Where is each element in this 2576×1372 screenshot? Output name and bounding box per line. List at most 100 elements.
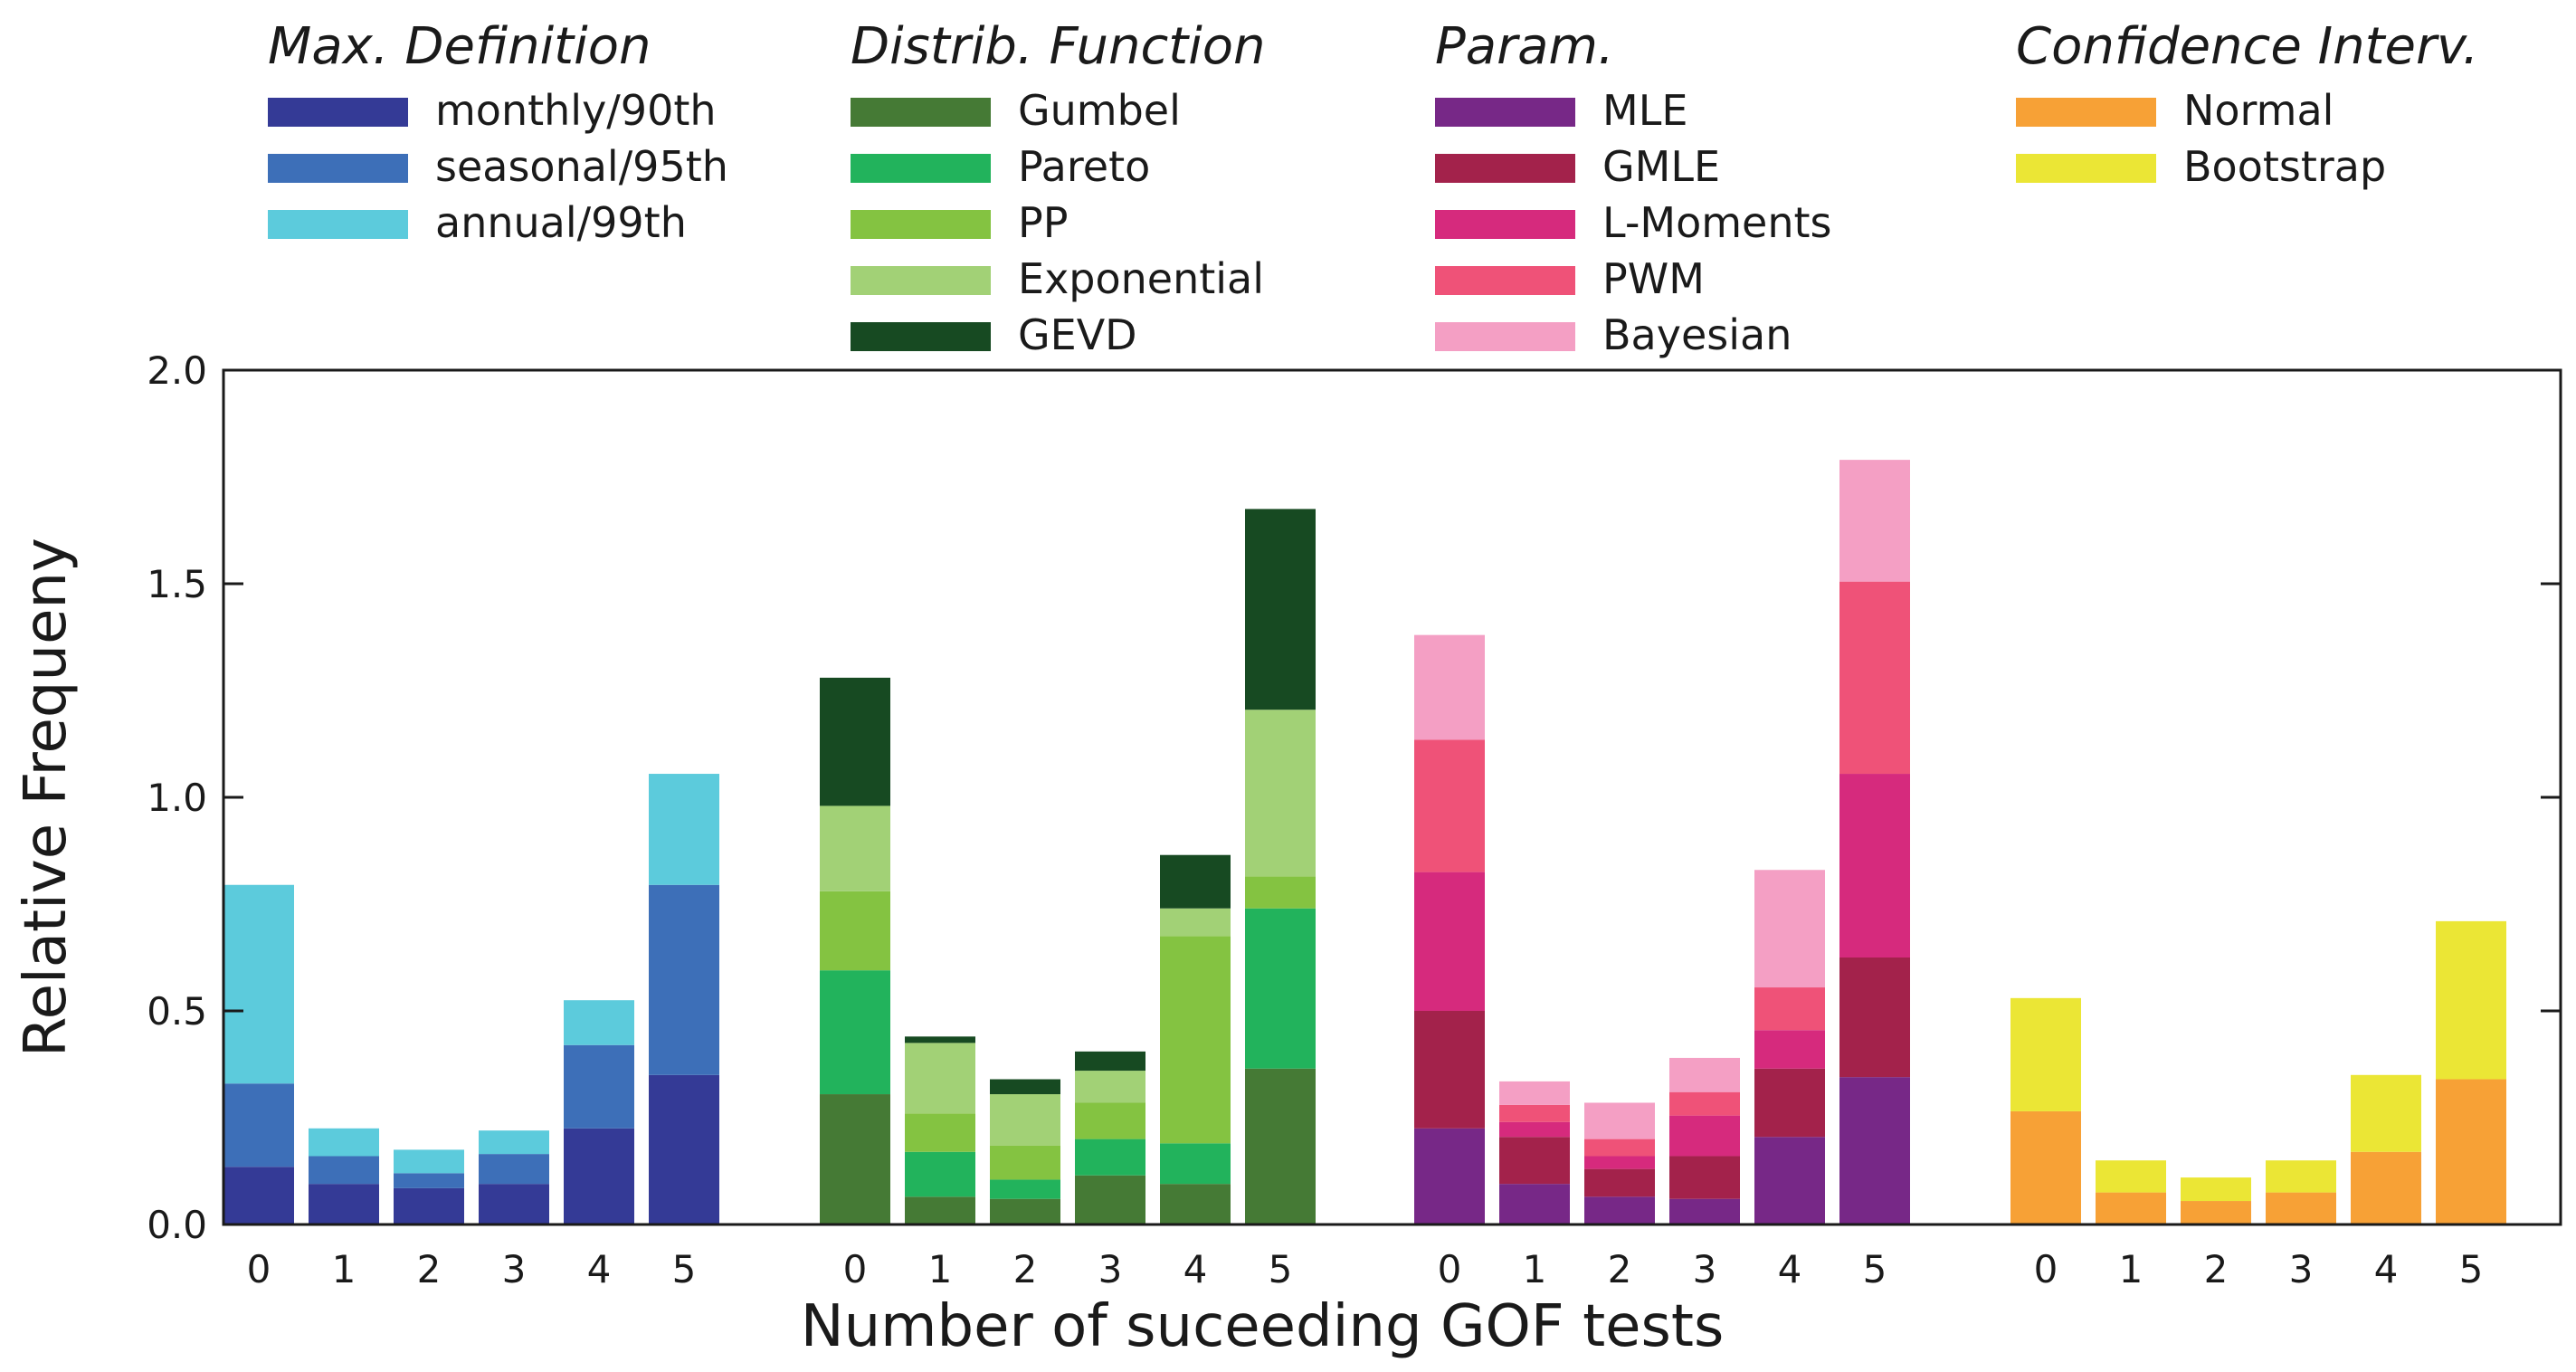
bar-segment-gevd-0: [820, 677, 890, 806]
bar-segment-monthly-90th-1: [309, 1184, 379, 1224]
bar-segment-l-moments-0: [1414, 872, 1485, 1011]
bar-group-2: [820, 509, 1316, 1224]
bar-segment-seasonal-95th-3: [479, 1154, 549, 1185]
x-tick-label: 5: [1863, 1247, 1887, 1291]
bar-segment-annual-99th-0: [223, 884, 294, 1084]
bar-segment-annual-99th-5: [649, 774, 719, 885]
bar-segment-exponential-1: [905, 1043, 975, 1114]
x-tick-label: 4: [587, 1247, 612, 1291]
bar-segment-gmle-3: [1669, 1156, 1740, 1199]
legend-label: monthly/90th: [435, 86, 717, 135]
bar-segment-pp-5: [1245, 876, 1316, 909]
legend-label: MLE: [1602, 86, 1687, 135]
bar-segment-gmle-0: [1414, 1011, 1485, 1129]
bar-segment-gevd-1: [905, 1036, 975, 1043]
bar-segment-normal-5: [2436, 1079, 2506, 1224]
x-tick-label: 1: [2119, 1247, 2143, 1291]
legend-label: GEVD: [1018, 310, 1137, 359]
bar-segment-pp-4: [1160, 936, 1231, 1144]
y-tick-label: 0.5: [147, 989, 207, 1034]
x-tick-label: 2: [1608, 1247, 1632, 1291]
bar-segment-gmle-5: [1839, 958, 1910, 1078]
x-tick-label: 4: [1778, 1247, 1802, 1291]
legend: Max. Definition monthly/90th seasonal/95th…: [268, 17, 2478, 359]
legend-label: Pareto: [1018, 142, 1150, 191]
bar-segment-gumbel-5: [1245, 1068, 1316, 1224]
legend-group-3: Param. MLE GMLE L-Moments PWM Bayesian: [1435, 17, 1832, 359]
legend-label: Gumbel: [1018, 86, 1181, 135]
legend-label: PWM: [1602, 254, 1705, 303]
x-tick-label: 3: [2289, 1247, 2314, 1291]
bar-segment-bootstrap-1: [2096, 1160, 2166, 1193]
bar-segment-seasonal-95th-4: [564, 1044, 634, 1129]
bar-segment-pp-1: [905, 1113, 975, 1152]
bar-segment-pp-3: [1075, 1102, 1145, 1139]
bar-segment-annual-99th-2: [394, 1149, 464, 1174]
legend-swatch: [851, 98, 991, 127]
bar-segment-pwm-0: [1414, 739, 1485, 872]
bars: [223, 460, 2506, 1224]
bar-segment-bootstrap-5: [2436, 920, 2506, 1080]
x-tick-label: 1: [928, 1247, 953, 1291]
x-tick-label: 2: [417, 1247, 442, 1291]
bar-segment-normal-1: [2096, 1192, 2166, 1224]
bar-segment-l-moments-1: [1499, 1121, 1570, 1138]
x-tick-label: 0: [247, 1247, 271, 1291]
legend-swatch: [1435, 154, 1575, 183]
legend-title: Param.: [1435, 17, 1614, 76]
x-tick-label: 0: [1438, 1247, 1462, 1291]
legend-swatch: [1435, 266, 1575, 295]
bar-segment-pareto-4: [1160, 1143, 1231, 1185]
bar-segment-monthly-90th-5: [649, 1074, 719, 1224]
legend-title: Distrib. Function: [851, 17, 1266, 76]
bar-segment-pp-0: [820, 891, 890, 971]
bar-segment-exponential-4: [1160, 908, 1231, 937]
legend-label: L-Moments: [1602, 198, 1832, 247]
bar-segment-bootstrap-4: [2351, 1074, 2421, 1152]
bar-segment-gumbel-1: [905, 1196, 975, 1224]
bar-segment-mle-3: [1669, 1198, 1740, 1224]
bar-segment-gevd-3: [1075, 1051, 1145, 1072]
y-tick-label: 2.0: [147, 348, 207, 393]
bar-segment-exponential-5: [1245, 710, 1316, 877]
bar-segment-monthly-90th-3: [479, 1184, 549, 1224]
legend-label: annual/99th: [435, 198, 687, 247]
bar-segment-pareto-0: [820, 970, 890, 1095]
legend-title: Max. Definition: [268, 17, 651, 76]
x-axis-title: Number of suceeding GOF tests: [801, 1293, 1725, 1360]
bar-segment-bootstrap-2: [2181, 1177, 2251, 1202]
bar-segment-monthly-90th-2: [394, 1187, 464, 1224]
bar-segment-mle-1: [1499, 1184, 1570, 1224]
legend-label: PP: [1018, 198, 1068, 247]
legend-swatch: [268, 98, 408, 127]
x-tick-label: 5: [2459, 1247, 2484, 1291]
x-tick-label: 2: [2204, 1247, 2229, 1291]
bar-segment-exponential-2: [990, 1094, 1060, 1146]
x-tick-label: 3: [502, 1247, 527, 1291]
legend-label: Exponential: [1018, 254, 1264, 303]
bar-segment-pwm-4: [1754, 987, 1825, 1031]
x-tick-label: 0: [843, 1247, 868, 1291]
bar-segment-pwm-2: [1584, 1139, 1655, 1157]
bar-segment-l-moments-4: [1754, 1030, 1825, 1069]
legend-swatch: [1435, 210, 1575, 239]
bar-segment-seasonal-95th-2: [394, 1173, 464, 1188]
bar-segment-annual-99th-1: [309, 1128, 379, 1157]
bar-segment-pareto-2: [990, 1179, 1060, 1199]
bar-segment-normal-3: [2266, 1192, 2336, 1224]
legend-group-1: Max. Definition monthly/90th seasonal/95th…: [268, 17, 728, 247]
legend-label: Bootstrap: [2183, 142, 2386, 191]
bar-segment-seasonal-95th-5: [649, 884, 719, 1075]
bar-segment-gumbel-2: [990, 1198, 1060, 1224]
y-tick-label: 1.5: [147, 562, 207, 606]
bar-segment-pareto-1: [905, 1151, 975, 1197]
bar-segment-monthly-90th-4: [564, 1128, 634, 1224]
bar-segment-normal-2: [2181, 1201, 2251, 1224]
legend-swatch: [851, 154, 991, 183]
bar-segment-mle-4: [1754, 1137, 1825, 1224]
legend-label: seasonal/95th: [435, 142, 728, 191]
bar-segment-pwm-3: [1669, 1091, 1740, 1116]
bar-segment-mle-0: [1414, 1128, 1485, 1224]
bar-segment-annual-99th-3: [479, 1130, 549, 1155]
legend-group-4: Confidence Interv. Normal Bootstrap: [2016, 17, 2478, 191]
